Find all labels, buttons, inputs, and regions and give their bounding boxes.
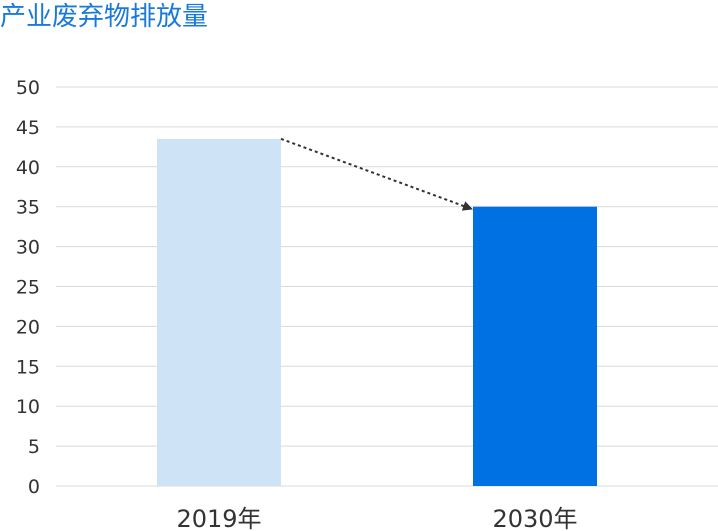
chart-title: 产业废弃物排放量 [0, 2, 209, 32]
trend-annotation [280, 137, 473, 211]
y-tick-label: 25 [16, 277, 40, 299]
trend-arrow [280, 137, 473, 211]
y-tick-label: 35 [16, 197, 40, 219]
gridlines [56, 86, 718, 487]
y-tick-label: 5 [28, 436, 40, 458]
x-axis-labels: 2019年 2030年 [176, 505, 577, 531]
x-category-label: 2019年 [176, 505, 261, 531]
y-tick-label: 45 [16, 117, 40, 139]
y-tick-label: 0 [28, 476, 40, 498]
y-tick-label: 10 [16, 396, 40, 418]
bar [473, 206, 597, 486]
y-tick-label: 40 [16, 157, 40, 179]
y-axis-ticks: 0 5 10 15 20 25 30 35 40 45 50 [16, 77, 40, 498]
x-category-label: 2030年 [492, 505, 577, 531]
bars [157, 138, 597, 486]
y-tick-label: 50 [16, 77, 40, 99]
y-tick-label: 15 [16, 356, 40, 378]
y-tick-label: 30 [16, 237, 40, 259]
y-tick-label: 20 [16, 316, 40, 338]
bar [157, 138, 281, 486]
